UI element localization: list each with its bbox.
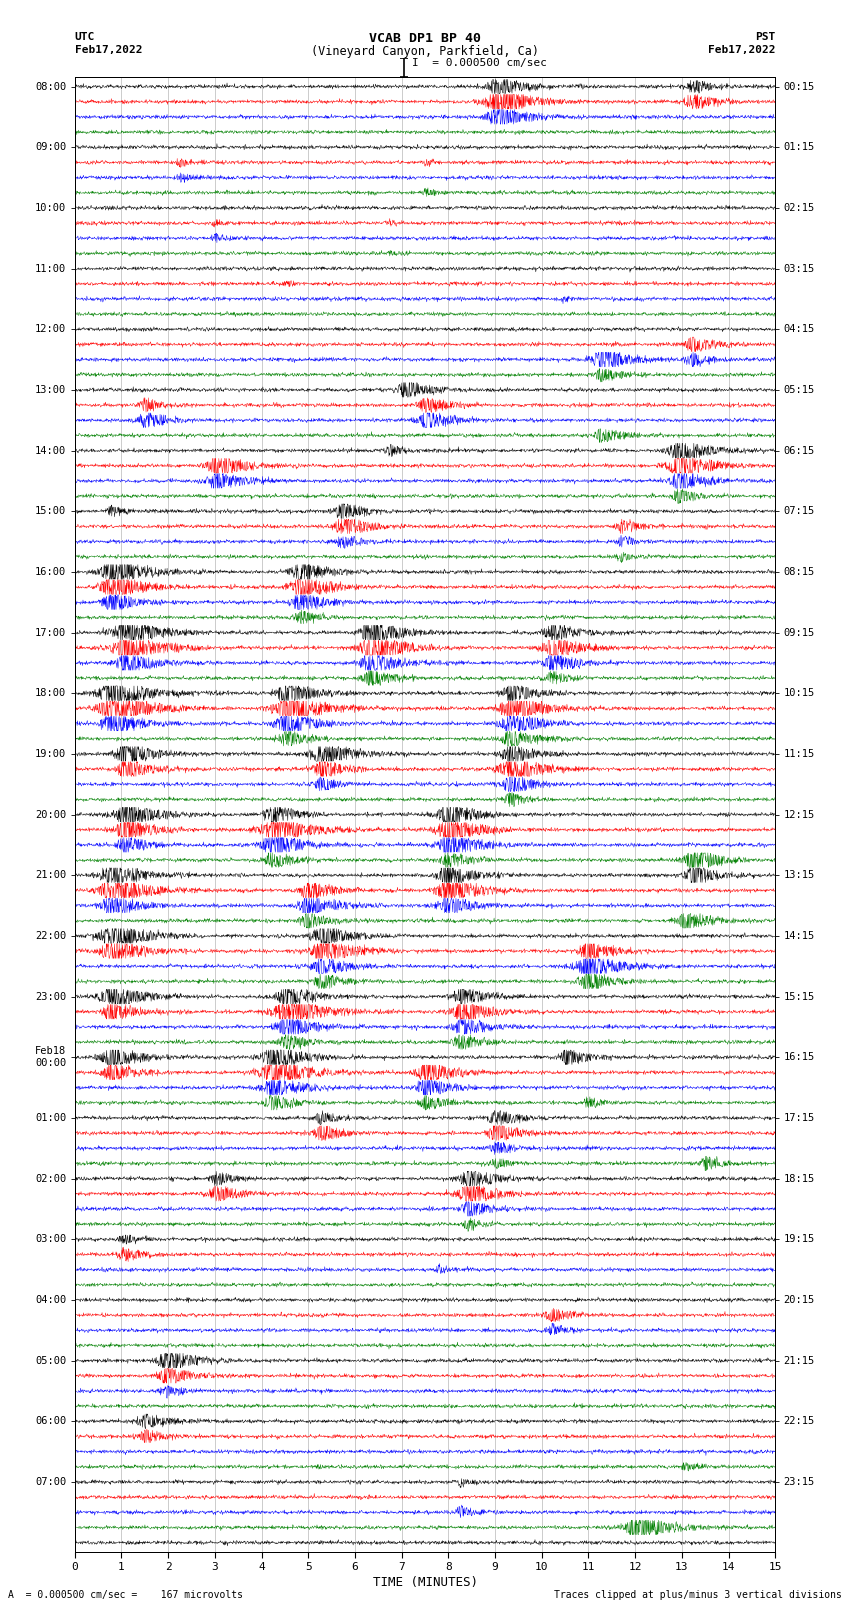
- Text: (Vineyard Canyon, Parkfield, Ca): (Vineyard Canyon, Parkfield, Ca): [311, 45, 539, 58]
- Text: PST: PST: [755, 32, 775, 42]
- Text: VCAB DP1 BP 40: VCAB DP1 BP 40: [369, 32, 481, 45]
- Text: I  = 0.000500 cm/sec: I = 0.000500 cm/sec: [412, 58, 547, 68]
- Text: Feb17,2022: Feb17,2022: [75, 45, 142, 55]
- Text: UTC: UTC: [75, 32, 95, 42]
- X-axis label: TIME (MINUTES): TIME (MINUTES): [372, 1576, 478, 1589]
- Text: Feb17,2022: Feb17,2022: [708, 45, 775, 55]
- Text: A  = 0.000500 cm/sec =    167 microvolts: A = 0.000500 cm/sec = 167 microvolts: [8, 1590, 243, 1600]
- Text: Traces clipped at plus/minus 3 vertical divisions: Traces clipped at plus/minus 3 vertical …: [553, 1590, 842, 1600]
